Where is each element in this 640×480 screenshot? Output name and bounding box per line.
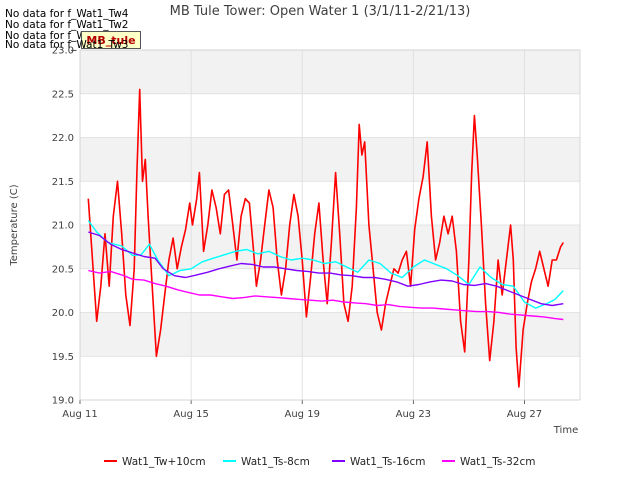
legend-label-1: Wat1_Tw+10cm bbox=[122, 456, 206, 468]
plot-band bbox=[80, 312, 580, 357]
y-tick-label: 23.0 bbox=[52, 46, 74, 57]
legend: Wat1_Tw+10cm Wat1_Ts-8cm Wat1_Ts-16cm Wat1_… bbox=[104, 456, 536, 468]
legend-label-3: Wat1_Ts-16cm bbox=[350, 456, 426, 468]
series-lines bbox=[87, 88, 564, 388]
y-tick-label: 21.5 bbox=[52, 177, 74, 188]
no-data-note-4: No data for f_Wat1_Tw3 bbox=[5, 39, 129, 51]
x-tick-label: Aug 11 bbox=[62, 409, 97, 420]
series-line-1 bbox=[87, 88, 564, 388]
x-tick-label: Aug 23 bbox=[396, 409, 431, 420]
legend-label-4: Wat1_Ts-32cm bbox=[460, 456, 536, 468]
plot-band bbox=[80, 137, 580, 182]
chart-title: MB Tule Tower: Open Water 1 (3/1/11-2/21… bbox=[170, 4, 471, 19]
y-tick-label: 22.0 bbox=[52, 133, 74, 144]
site-badge: MB_tule bbox=[81, 31, 141, 49]
no-data-note-3: No data for f_Wat1_Ts2 bbox=[5, 30, 126, 42]
x-tick-label: Aug 15 bbox=[173, 409, 208, 420]
series-line-4 bbox=[88, 269, 564, 321]
axes: 19.0 19.5 20.0 20.5 21.0 21.5 22.0 22.5 23.0 Aug … bbox=[52, 46, 581, 420]
x-axis-label: Time bbox=[553, 425, 578, 436]
y-tick-label: 19.0 bbox=[52, 396, 74, 407]
plot-frame bbox=[79, 49, 581, 401]
x-tick-label: Aug 19 bbox=[285, 409, 320, 420]
plot-band bbox=[80, 50, 580, 94]
y-tick-label: 22.5 bbox=[52, 89, 74, 100]
series-line-2 bbox=[87, 220, 564, 309]
y-tick-label: 19.5 bbox=[52, 352, 74, 363]
no-data-note-2: No data for f_Wat1_Tw2 bbox=[5, 19, 129, 31]
legend-label-2: Wat1_Ts-8cm bbox=[241, 456, 310, 468]
no-data-note-1: No data for f_Wat1_Tw4 bbox=[5, 8, 129, 20]
series-line-3 bbox=[88, 231, 564, 307]
y-tick-label: 20.0 bbox=[52, 308, 74, 319]
x-tick-label: Aug 27 bbox=[507, 409, 542, 420]
y-tick-label: 20.5 bbox=[52, 264, 74, 275]
y-tick-label: 21.0 bbox=[52, 221, 74, 232]
y-axis-label: Temperature (C) bbox=[9, 184, 20, 266]
